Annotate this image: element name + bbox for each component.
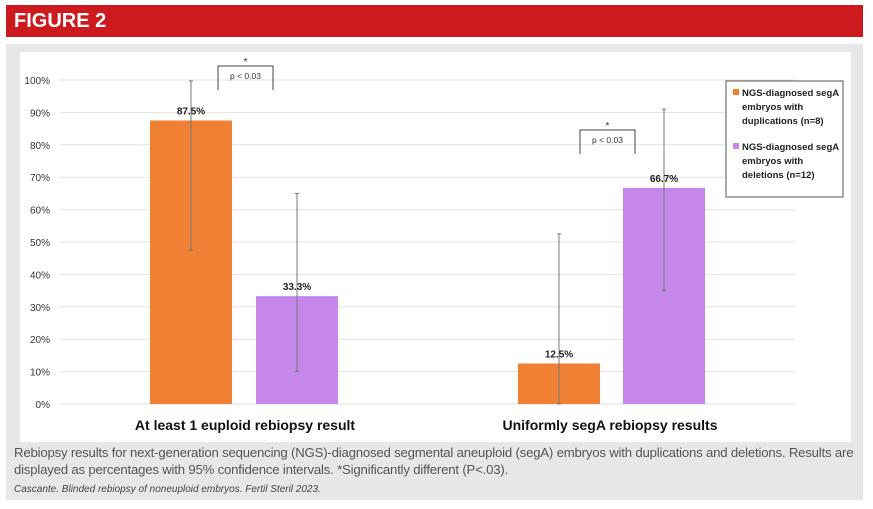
data-label: 66.7% xyxy=(650,174,678,185)
data-label: 87.5% xyxy=(177,107,205,118)
y-tick-label: 90% xyxy=(30,108,50,119)
legend-swatch xyxy=(733,143,739,149)
legend-label: NGS-diagnosed segA xyxy=(742,88,839,99)
significance-bracket xyxy=(579,129,636,154)
legend-box xyxy=(725,80,844,198)
figure-title: FIGURE 2 xyxy=(6,5,863,37)
legend-label: deletions (n=12) xyxy=(742,170,815,181)
legend-label: embryos with xyxy=(742,102,803,113)
y-tick-label: 20% xyxy=(30,335,50,346)
significance-star: * xyxy=(606,121,610,132)
category-label: At least 1 euploid rebiopsy result xyxy=(135,417,356,433)
category-label: Uniformly segA rebiopsy results xyxy=(503,417,718,433)
y-tick-label: 50% xyxy=(30,238,50,249)
legend-label: NGS-diagnosed segA xyxy=(742,142,839,153)
significance-bracket xyxy=(217,65,274,90)
y-tick-label: 30% xyxy=(30,303,50,314)
y-tick-label: 70% xyxy=(30,173,50,184)
y-tick-label: 80% xyxy=(30,141,50,152)
y-tick-label: 0% xyxy=(36,400,51,411)
significance-label: p < 0.03 xyxy=(592,135,623,145)
figure-source: Cascante. Blinded rebiopsy of noneuploid… xyxy=(14,484,321,495)
data-label: 12.5% xyxy=(545,350,573,361)
significance-star: * xyxy=(244,57,248,68)
y-tick-label: 100% xyxy=(24,76,50,87)
legend-label: duplications (n=8) xyxy=(742,116,824,127)
legend-swatch xyxy=(733,89,739,95)
significance-label: p < 0.03 xyxy=(230,71,261,81)
figure-caption: Rebiopsy results for next-generation seq… xyxy=(14,445,854,477)
y-tick-label: 40% xyxy=(30,270,50,281)
y-tick-label: 60% xyxy=(30,206,50,217)
legend-label: embryos with xyxy=(742,156,803,167)
data-label: 33.3% xyxy=(283,282,311,293)
y-tick-label: 10% xyxy=(30,368,50,379)
